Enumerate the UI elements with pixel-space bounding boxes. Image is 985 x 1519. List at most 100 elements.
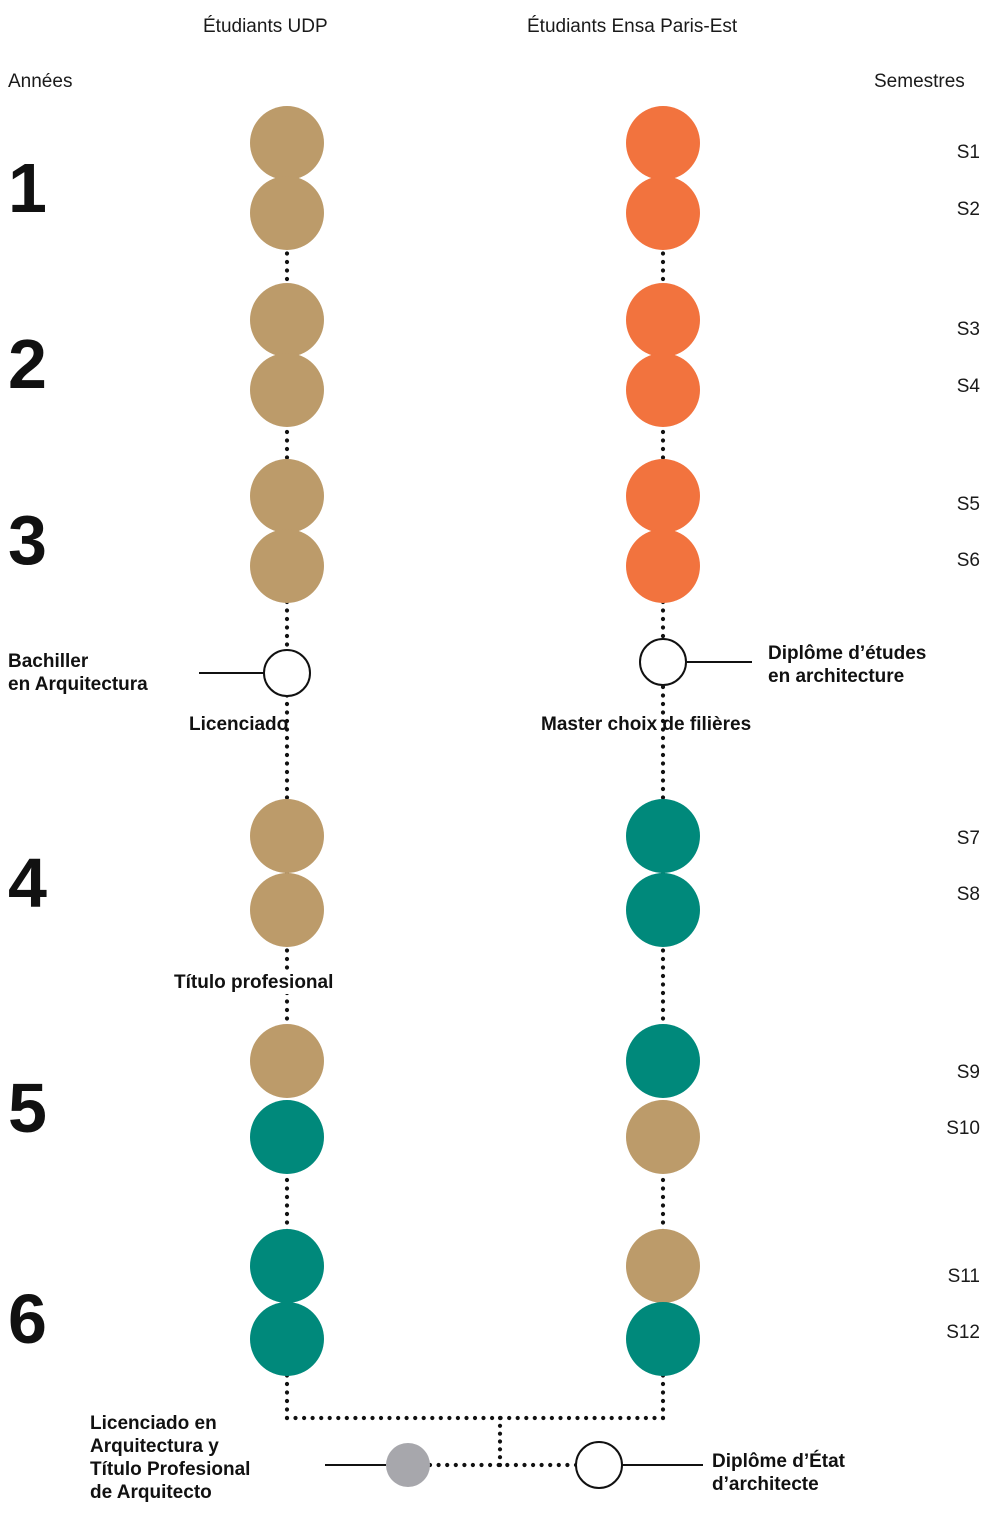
ensa-semester-2-circle bbox=[626, 176, 700, 250]
connector-dot bbox=[660, 608, 666, 613]
final-udp-label-line-3: Título Profesional bbox=[90, 1459, 251, 1480]
final-ensa-label: Diplôme d’État d’architecte bbox=[712, 1450, 845, 1496]
connector-dot bbox=[660, 429, 666, 435]
connector-dot bbox=[319, 1415, 324, 1421]
connector-dot bbox=[660, 999, 666, 1004]
label-leader-lines bbox=[199, 661, 752, 1466]
connector-dot bbox=[660, 948, 666, 953]
connector-dot bbox=[284, 1194, 290, 1200]
connector-dot bbox=[284, 1016, 290, 1021]
connector-dot bbox=[481, 1415, 486, 1421]
connector-dot bbox=[505, 1462, 510, 1468]
diplome-etudes-label-line-2: en architecture bbox=[768, 666, 905, 687]
connector-dot bbox=[284, 268, 290, 273]
ensa-semester-10-circle bbox=[626, 1100, 700, 1174]
connector-dot bbox=[660, 1390, 666, 1395]
connector-dot bbox=[592, 1415, 597, 1421]
connector-dot bbox=[436, 1462, 441, 1468]
connector-dot bbox=[660, 455, 666, 460]
master-label: Master choix de filières bbox=[541, 714, 752, 735]
bachiller-label-line-1: Bachiller bbox=[8, 651, 89, 672]
final-udp-milestone-circle bbox=[386, 1443, 430, 1487]
connector-dot bbox=[284, 778, 290, 783]
connector-dot bbox=[284, 633, 290, 639]
semester-label-s10: S10 bbox=[946, 1118, 980, 1139]
connector-dot bbox=[344, 1415, 349, 1421]
dotted-connectors bbox=[284, 140, 666, 1468]
year-6-number: 6 bbox=[8, 1280, 47, 1358]
connector-dot bbox=[490, 1415, 495, 1421]
connector-dot bbox=[513, 1462, 519, 1468]
connector-dot bbox=[496, 1462, 501, 1468]
connector-dot bbox=[284, 1415, 290, 1421]
year-4-number: 4 bbox=[8, 844, 47, 922]
connector-dot bbox=[396, 1415, 401, 1421]
final-udp-label: Licenciado en Arquitectura y Título Prof… bbox=[90, 1412, 250, 1504]
connector-dot bbox=[284, 608, 290, 613]
udp-semester-1-circle bbox=[250, 106, 324, 180]
connector-dot bbox=[488, 1462, 493, 1468]
connector-dot bbox=[660, 633, 666, 639]
semester-label-s6: S6 bbox=[956, 550, 980, 571]
connector-dot bbox=[284, 752, 290, 758]
udp-semester-10-circle bbox=[250, 1100, 324, 1174]
connector-dot bbox=[421, 1415, 426, 1421]
connector-dot bbox=[284, 446, 290, 452]
udp-semester-9-circle bbox=[250, 1024, 324, 1098]
ensa-semester-9-circle bbox=[626, 1024, 700, 1098]
connector-dot bbox=[284, 965, 290, 970]
connector-dot bbox=[370, 1415, 375, 1421]
connector-dot bbox=[284, 999, 290, 1004]
connector-dot bbox=[660, 744, 666, 749]
connector-dot bbox=[464, 1415, 469, 1421]
connector-dot bbox=[284, 795, 290, 800]
udp-semester-5-circle bbox=[250, 459, 324, 533]
connector-dot bbox=[284, 701, 290, 707]
semester-label-s8: S8 bbox=[956, 884, 980, 905]
udp-semester-8-circle bbox=[250, 873, 324, 947]
connector-dot bbox=[539, 1462, 544, 1468]
connector-dot bbox=[660, 1186, 666, 1191]
ensa-column-header: Étudiants Ensa Paris-Est bbox=[527, 16, 738, 37]
connector-dot bbox=[284, 761, 290, 766]
final-ensa-label-line-2: d’architecte bbox=[712, 1474, 819, 1495]
connector-dot bbox=[284, 259, 290, 265]
connector-dot bbox=[609, 1415, 614, 1421]
connector-dot bbox=[284, 642, 290, 647]
connector-dot bbox=[284, 1398, 290, 1404]
udp-semester-12-circle bbox=[250, 1302, 324, 1376]
connector-dot bbox=[284, 1211, 290, 1217]
connector-dot bbox=[660, 965, 666, 970]
udp-column-header: Étudiants UDP bbox=[203, 16, 328, 37]
ensa-semester-8-circle bbox=[626, 873, 700, 947]
connector-dot bbox=[378, 1415, 384, 1421]
connector-dot bbox=[660, 990, 666, 996]
connector-dot bbox=[497, 1447, 503, 1452]
connector-dot bbox=[479, 1462, 484, 1468]
connector-dot bbox=[284, 710, 290, 715]
connector-dot bbox=[310, 1415, 315, 1421]
connector-dot bbox=[660, 1016, 666, 1021]
connector-dot bbox=[660, 693, 666, 698]
connector-dot bbox=[660, 1203, 666, 1208]
connector-dot bbox=[652, 1415, 657, 1421]
connector-dot bbox=[387, 1415, 392, 1421]
connector-dot bbox=[524, 1415, 529, 1421]
connector-dot bbox=[284, 625, 290, 630]
connector-dot bbox=[284, 786, 290, 792]
connector-dot bbox=[660, 752, 666, 758]
connector-dot bbox=[531, 1462, 536, 1468]
connector-dot bbox=[660, 701, 666, 707]
connector-dot bbox=[643, 1415, 649, 1421]
diplome-etudes-label: Diplôme d’études en architecture bbox=[768, 642, 926, 688]
connector-dot bbox=[660, 710, 666, 715]
connector-dot bbox=[618, 1415, 623, 1421]
ensa-semester-7-circle bbox=[626, 799, 700, 873]
licenciado-label: Licenciado bbox=[189, 714, 289, 735]
connector-dot bbox=[660, 1211, 666, 1217]
connector-dot bbox=[660, 982, 666, 987]
final-udp-label-line-1: Licenciado en bbox=[90, 1413, 217, 1434]
connector-dot bbox=[497, 1439, 503, 1444]
bachiller-label: Bachiller en Arquitectura bbox=[8, 650, 148, 696]
